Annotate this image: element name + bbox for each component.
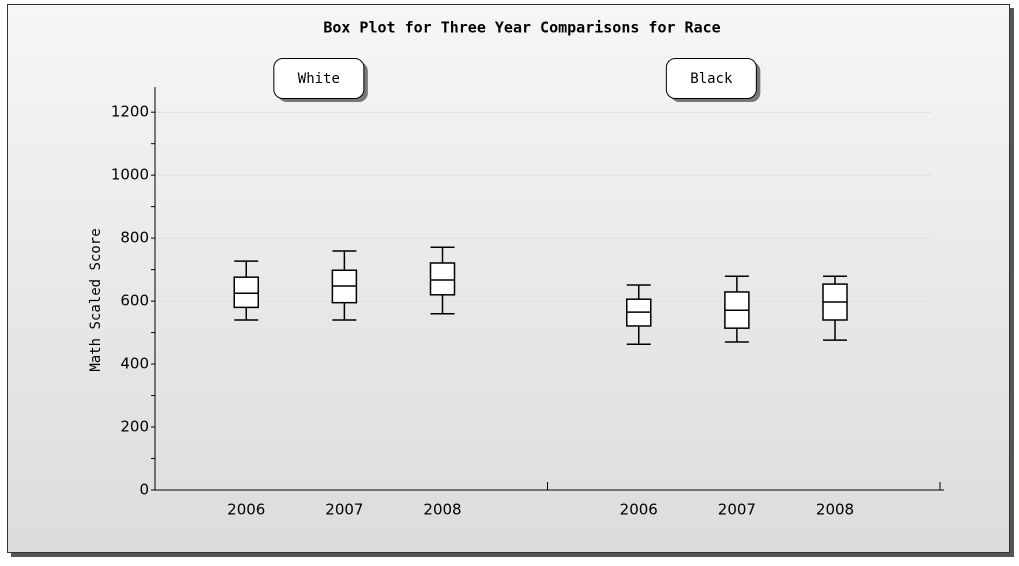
y-tick-label: 600: [120, 292, 149, 310]
y-tick-label: 400: [120, 355, 149, 373]
group-label-box: [273, 58, 365, 99]
y-tick-label: 1000: [111, 166, 149, 184]
box: [233, 276, 260, 309]
x-tick-label: 2007: [325, 501, 363, 519]
group-label: Black: [690, 71, 733, 87]
x-tick-label: 2008: [816, 501, 854, 519]
x-tick-label: 2006: [227, 501, 265, 519]
box: [429, 262, 456, 296]
y-tick-label: 0: [139, 481, 149, 499]
y-tick-label: 800: [120, 229, 149, 247]
y-tick-label: 1200: [111, 103, 149, 121]
x-tick-label: 2006: [620, 501, 658, 519]
x-tick-label: 2007: [718, 501, 756, 519]
group-label: White: [298, 71, 340, 87]
y-tick-label: 200: [120, 418, 149, 436]
x-tick-label: 2008: [423, 501, 461, 519]
y-axis-label: Math Scaled Score: [88, 228, 104, 371]
chart-title: Box Plot for Three Year Comparisons for …: [323, 19, 720, 37]
panel: [7, 4, 1010, 553]
group-label-box: [665, 58, 757, 99]
